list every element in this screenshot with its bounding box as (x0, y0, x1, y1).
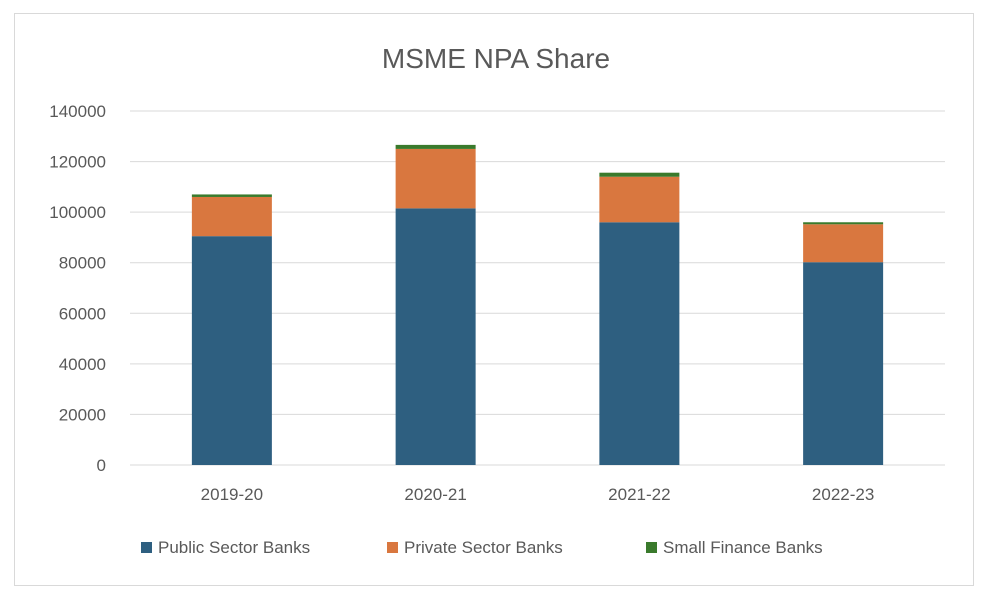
x-tick-label: 2019-20 (201, 485, 263, 504)
legend-swatch (387, 542, 398, 553)
y-tick-label: 120000 (49, 153, 106, 172)
y-tick-label: 100000 (49, 203, 106, 222)
bar-segment (191, 194, 272, 197)
bar-segment (803, 224, 884, 263)
x-tick-label: 2022-23 (812, 485, 874, 504)
bar-segment (191, 196, 272, 237)
bars (191, 144, 884, 465)
bar-segment (395, 144, 476, 149)
legend: Public Sector Banks Private Sector Banks S… (141, 538, 823, 557)
y-tick-label: 40000 (59, 355, 106, 374)
x-tick-label: 2020-21 (404, 485, 466, 504)
bar-segment (599, 176, 680, 223)
bar-segment (191, 236, 272, 465)
y-tick-label: 80000 (59, 254, 106, 273)
chart-frame: MSME NPA Share 0 20000 40000 60000 80000 1000… (14, 13, 974, 586)
y-tick-label: 20000 (59, 405, 106, 424)
legend-label: Small Finance Banks (663, 538, 823, 557)
bar-segment (803, 262, 884, 465)
bar-segment (395, 148, 476, 209)
x-tick-label: 2021-22 (608, 485, 670, 504)
legend-swatch (646, 542, 657, 553)
msme-npa-chart: MSME NPA Share 0 20000 40000 60000 80000 1000… (49, 43, 945, 557)
y-axis-ticks: 0 20000 40000 60000 80000 100000 120000 140000 (49, 102, 106, 475)
legend-swatch (141, 542, 152, 553)
legend-label: Public Sector Banks (158, 538, 310, 557)
bar-segment (803, 222, 884, 225)
legend-label: Private Sector Banks (404, 538, 563, 557)
y-tick-label: 0 (97, 456, 106, 475)
y-tick-label: 60000 (59, 304, 106, 323)
bar-segment (599, 172, 680, 177)
bar-segment (395, 208, 476, 465)
bar-segment (599, 222, 680, 465)
chart-title: MSME NPA Share (382, 43, 610, 74)
x-axis-ticks: 2019-20 2020-21 2021-22 2022-23 (201, 485, 875, 504)
y-tick-label: 140000 (49, 102, 106, 121)
